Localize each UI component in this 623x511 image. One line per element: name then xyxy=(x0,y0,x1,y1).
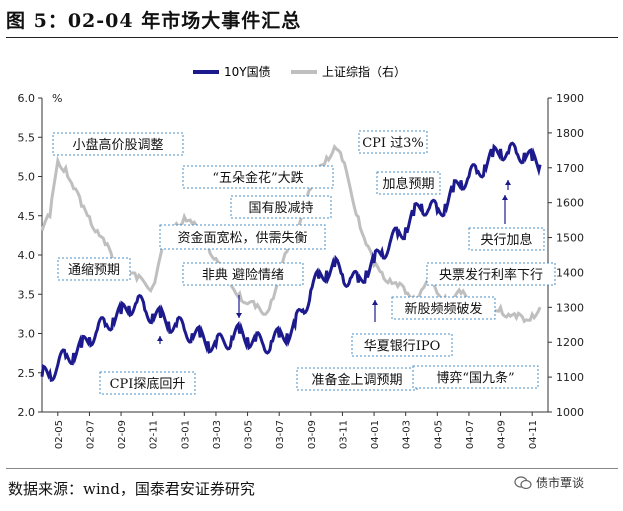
event-box xyxy=(182,262,304,286)
event-box xyxy=(468,227,545,251)
right-tick-label: 1600 xyxy=(556,197,584,210)
x-tick-label: 03-09 xyxy=(307,420,318,449)
left-tick-label: 6.0 xyxy=(18,92,36,105)
event-box xyxy=(230,195,332,219)
title-divider xyxy=(6,37,618,38)
legend-label-bond: 10Y国债 xyxy=(224,65,271,79)
event-label: 央票发行利率下行 xyxy=(439,267,543,283)
event-box xyxy=(426,262,556,286)
event-arrow-head xyxy=(502,195,508,200)
figure-title: 图 5：02-04 年市场大事件汇总 xyxy=(6,10,302,32)
event-label: 华夏银行IPO xyxy=(364,339,441,354)
left-tick-label: 3.0 xyxy=(18,328,36,341)
event-box xyxy=(391,296,496,320)
x-tick-label: 03-05 xyxy=(244,420,255,449)
event-label: CPI 过3% xyxy=(362,136,424,151)
legend-label-index: 上证综指（右） xyxy=(322,64,406,79)
event-arrow-head xyxy=(157,336,163,341)
x-tick-label: 04-07 xyxy=(465,420,476,449)
event-box xyxy=(296,367,418,391)
x-tick-label: 04-03 xyxy=(402,420,413,449)
series-bond-line xyxy=(40,141,542,383)
event-label: 博弈“国九条” xyxy=(436,370,514,386)
event-box xyxy=(159,224,326,250)
event-box xyxy=(182,165,334,189)
right-tick-label: 1700 xyxy=(556,162,584,175)
event-label: 资金面宽松，供需失衡 xyxy=(177,230,307,246)
event-label: 国有股减持 xyxy=(248,201,313,216)
x-tick-label: 02-05 xyxy=(54,420,65,449)
right-tick-label: 1300 xyxy=(556,301,584,314)
x-tick-label: 03-11 xyxy=(338,420,349,449)
left-tick-label: 5.0 xyxy=(18,171,36,184)
x-tick-label: 02-09 xyxy=(117,420,128,449)
event-box xyxy=(351,333,453,357)
x-tick-label: 03-01 xyxy=(180,420,191,449)
wechat-icon xyxy=(514,475,532,489)
x-tick-label: 03-07 xyxy=(275,420,286,449)
x-tick-label: 03-03 xyxy=(212,420,223,449)
right-tick-label: 1900 xyxy=(556,92,584,105)
axes-layer: 2.0 2.5 3.0 3.5 4.0 4.5 5.0 5.5 6.0 % 1000 1100 1200… xyxy=(18,92,585,449)
event-arrow-head xyxy=(372,300,378,305)
event-box xyxy=(57,257,131,281)
left-tick-label: 4.5 xyxy=(18,210,36,223)
event-chart: 2.0 2.5 3.0 3.5 4.0 4.5 5.0 5.5 6.0 % 1000 1100 1200… xyxy=(18,64,585,449)
x-tick-label: 04-11 xyxy=(528,420,539,449)
left-axis-unit: % xyxy=(52,92,62,105)
event-label: 加息预期 xyxy=(382,176,434,192)
right-tick-label: 1200 xyxy=(556,336,584,349)
right-tick-label: 1400 xyxy=(556,266,584,279)
event-box xyxy=(376,171,441,195)
event-label: 非典 避险情绪 xyxy=(202,268,284,283)
x-tick-label: 02-11 xyxy=(149,420,160,449)
event-label: 小盘高价股调整 xyxy=(72,137,163,153)
watermark-text: 债市覃谈 xyxy=(536,476,585,490)
right-tick-label: 1000 xyxy=(556,406,584,419)
right-tick-label: 1100 xyxy=(556,371,584,384)
x-tick-label: 02-07 xyxy=(85,420,96,449)
event-label: 通缩预期 xyxy=(68,262,120,278)
event-label: 央行加息 xyxy=(480,232,532,248)
event-label: “五朵金花”大跌 xyxy=(212,170,303,186)
event-arrow-head xyxy=(505,180,511,185)
event-label: 新股频频破发 xyxy=(404,301,482,317)
event-box xyxy=(52,132,184,156)
event-label: 准备金上调预期 xyxy=(311,372,402,388)
left-tick-label: 4.0 xyxy=(18,249,36,262)
x-tick-label: 04-01 xyxy=(370,420,381,449)
left-tick-label: 5.5 xyxy=(18,131,36,144)
event-arrow-head xyxy=(236,313,242,318)
event-box xyxy=(412,365,539,389)
event-label: CPI探底回升 xyxy=(110,376,186,392)
watermark: 债市覃谈 xyxy=(514,474,584,491)
x-tick-label: 04-05 xyxy=(433,420,444,449)
event-box xyxy=(358,130,428,154)
right-tick-label: 1500 xyxy=(556,232,584,245)
x-tick-label: 04-09 xyxy=(497,420,508,449)
source-note: 数据来源：wind，国泰君安证券研究 xyxy=(8,480,255,498)
left-tick-label: 3.5 xyxy=(18,288,36,301)
left-tick-label: 2.0 xyxy=(18,406,36,419)
left-tick-label: 2.5 xyxy=(18,367,36,380)
footer-divider xyxy=(6,468,618,469)
event-box xyxy=(99,371,196,395)
legend: 10Y国债 上证综指（右） xyxy=(193,64,406,79)
right-tick-label: 1800 xyxy=(556,127,584,140)
